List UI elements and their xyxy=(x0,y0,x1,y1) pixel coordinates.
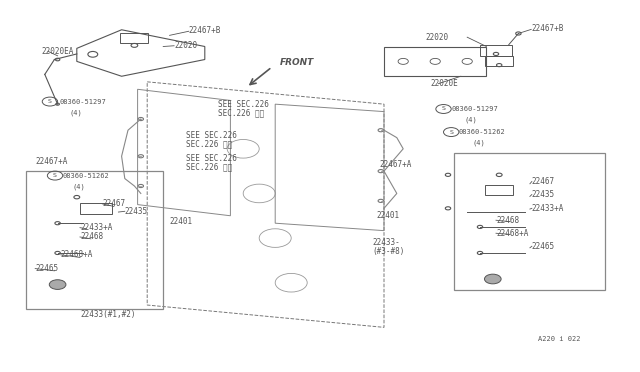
Text: (4): (4) xyxy=(465,117,477,124)
Text: S: S xyxy=(449,129,453,135)
Text: SEE SEC.226: SEE SEC.226 xyxy=(186,154,236,163)
Text: 22435: 22435 xyxy=(532,190,555,199)
Text: 22467+B: 22467+B xyxy=(189,26,221,35)
Bar xyxy=(80,203,112,214)
Text: 22433+A: 22433+A xyxy=(80,223,113,232)
Text: FRONT: FRONT xyxy=(280,58,314,67)
Text: 22433(#1,#2): 22433(#1,#2) xyxy=(81,310,136,319)
Text: S: S xyxy=(53,173,57,178)
Text: 22020: 22020 xyxy=(426,33,449,42)
Text: 22433+A: 22433+A xyxy=(532,204,564,213)
Text: S: S xyxy=(48,99,52,104)
Text: 22020EA: 22020EA xyxy=(42,47,74,56)
Text: 22467+A: 22467+A xyxy=(380,160,412,169)
Text: 22468: 22468 xyxy=(80,232,103,241)
Bar xyxy=(454,153,605,290)
Text: 08360-51297: 08360-51297 xyxy=(60,99,106,105)
Text: 08360-51262: 08360-51262 xyxy=(63,173,109,179)
Text: (4): (4) xyxy=(472,140,485,147)
Text: 22468: 22468 xyxy=(496,216,519,225)
Bar xyxy=(120,33,148,43)
Text: 22401: 22401 xyxy=(170,217,193,226)
Text: 22467+B: 22467+B xyxy=(531,24,564,33)
Text: A220 i 022: A220 i 022 xyxy=(538,336,580,342)
Text: 08360-51262: 08360-51262 xyxy=(459,129,506,135)
Text: 22020E: 22020E xyxy=(430,79,458,88)
Bar xyxy=(485,185,513,195)
Text: (#3-#8): (#3-#8) xyxy=(372,247,405,256)
Bar xyxy=(485,57,513,66)
Text: 22467: 22467 xyxy=(102,199,125,208)
Text: S: S xyxy=(442,106,445,112)
Text: (4): (4) xyxy=(69,109,82,116)
Text: SEE SEC.226: SEE SEC.226 xyxy=(218,100,268,109)
Circle shape xyxy=(49,280,66,289)
Text: 22467+A: 22467+A xyxy=(35,157,68,166)
Text: 22401: 22401 xyxy=(376,211,399,219)
Text: SEC.226 参照: SEC.226 参照 xyxy=(186,140,232,149)
Text: 08360-51297: 08360-51297 xyxy=(451,106,498,112)
Text: 22465: 22465 xyxy=(532,242,555,251)
Text: SEC.226 参照: SEC.226 参照 xyxy=(186,162,232,171)
Text: (4): (4) xyxy=(72,183,85,190)
Text: 22468+A: 22468+A xyxy=(496,229,529,238)
Text: SEC.226 参照: SEC.226 参照 xyxy=(218,108,264,117)
Text: SEE SEC.226: SEE SEC.226 xyxy=(186,131,236,140)
Text: 22468+A: 22468+A xyxy=(61,250,93,259)
Text: 22433-: 22433- xyxy=(372,238,400,247)
Text: 22465: 22465 xyxy=(35,264,58,273)
Text: 22467: 22467 xyxy=(532,177,555,186)
Bar xyxy=(480,45,512,56)
Text: 22020: 22020 xyxy=(174,41,197,50)
Text: 22435: 22435 xyxy=(125,207,148,216)
Bar xyxy=(26,171,163,309)
Circle shape xyxy=(484,274,501,284)
